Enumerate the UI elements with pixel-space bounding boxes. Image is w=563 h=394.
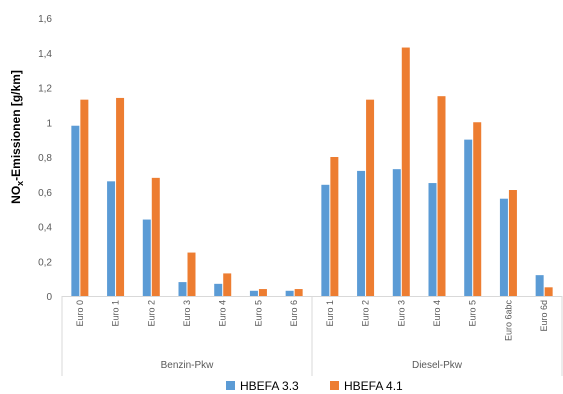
bar-hbefa-3-3-1: [71, 125, 80, 296]
y-tick-label: 1,6: [38, 14, 52, 25]
y-axis-label-subscript: x: [15, 181, 25, 186]
legend-label: HBEFA 4.1: [344, 379, 403, 393]
y-tick-label: 0,8: [38, 153, 52, 164]
x-axis-ticks: Euro 0 Euro 1 Euro 2 Euro 3 Euro 4 Euro 5 Euro…: [75, 300, 549, 342]
bar-hbefa-3-3-12: [464, 139, 473, 296]
y-axis-label-rest: -Emissionen [g/km]: [9, 70, 23, 181]
x-tick-label: Euro 5: [253, 300, 263, 327]
bar-hbefa-4-1-12: [473, 122, 482, 296]
bar-hbefa-4-1-2: [116, 97, 125, 296]
y-axis-ticks: 0 0,2 0,4 0,6 0,8 1 1,2 1,4 1,6: [38, 14, 52, 303]
x-tick-label: Euro 6d: [539, 300, 549, 332]
bar-hbefa-3-3-11: [428, 183, 437, 296]
bar-hbefa-3-3-4: [178, 282, 187, 296]
bar-hbefa-3-3-7: [285, 290, 294, 296]
y-tick-label: 0: [46, 292, 52, 303]
x-tick-label: Euro 3: [182, 300, 192, 327]
bar-hbefa-3-3-10: [392, 169, 401, 296]
bar-hbefa-4-1-9: [366, 99, 375, 296]
x-tick-label: Euro 6abc: [503, 300, 513, 342]
x-tick-label: Euro 2: [361, 300, 371, 327]
bar-hbefa-4-1-7: [294, 289, 303, 296]
bar-hbefa-4-1-8: [330, 157, 339, 296]
bar-hbefa-4-1-10: [401, 47, 410, 296]
y-tick-label: 0,6: [38, 188, 52, 199]
bar-hbefa-4-1-3: [151, 177, 160, 296]
group-label: Benzin-Pkw: [161, 360, 215, 371]
bar-hbefa-4-1-14: [544, 287, 553, 296]
x-tick-label: Euro 1: [325, 300, 335, 327]
y-tick-label: 1,2: [38, 84, 52, 95]
x-tick-label: Euro 4: [432, 300, 442, 327]
y-tick-label: 1: [46, 118, 52, 129]
bar-hbefa-4-1-13: [508, 190, 517, 296]
bar-hbefa-3-3-14: [535, 275, 544, 296]
bar-hbefa-4-1-4: [187, 252, 196, 296]
legend-swatch: [330, 381, 339, 390]
bar-hbefa-3-3-13: [499, 198, 508, 296]
x-tick-label: Euro 4: [218, 300, 228, 327]
category-groups: Benzin-Pkw Diesel-Pkw: [61, 296, 563, 376]
y-tick-label: 0,2: [38, 257, 52, 268]
legend: HBEFA 3.3 HBEFA 4.1: [226, 379, 403, 393]
bar-hbefa-3-3-6: [249, 290, 258, 296]
bar-hbefa-3-3-3: [142, 219, 151, 296]
bar-hbefa-4-1-6: [258, 289, 267, 296]
bar-hbefa-4-1-1: [80, 99, 89, 296]
bars: [71, 47, 553, 296]
legend-swatch: [226, 381, 235, 390]
x-tick-label: Euro 3: [396, 300, 406, 327]
x-tick-label: Euro 5: [468, 300, 478, 327]
bar-hbefa-4-1-5: [223, 273, 232, 296]
y-axis-label-main: NO: [9, 186, 23, 204]
y-tick-label: 0,4: [38, 223, 52, 234]
bar-hbefa-3-3-8: [321, 184, 330, 296]
x-tick-label: Euro 1: [111, 300, 121, 327]
y-axis-label: NOx-Emissionen [g/km]: [9, 70, 25, 204]
x-tick-label: Euro 0: [75, 300, 85, 327]
bar-hbefa-3-3-2: [107, 181, 116, 296]
group-label: Diesel-Pkw: [412, 360, 463, 371]
bar-hbefa-3-3-5: [214, 283, 223, 296]
bar-hbefa-4-1-11: [437, 96, 446, 296]
x-tick-label: Euro 6: [289, 300, 299, 327]
bar-hbefa-3-3-9: [357, 170, 366, 296]
x-tick-label: Euro 2: [146, 300, 156, 327]
legend-label: HBEFA 3.3: [240, 379, 299, 393]
y-tick-label: 1,4: [38, 49, 52, 60]
